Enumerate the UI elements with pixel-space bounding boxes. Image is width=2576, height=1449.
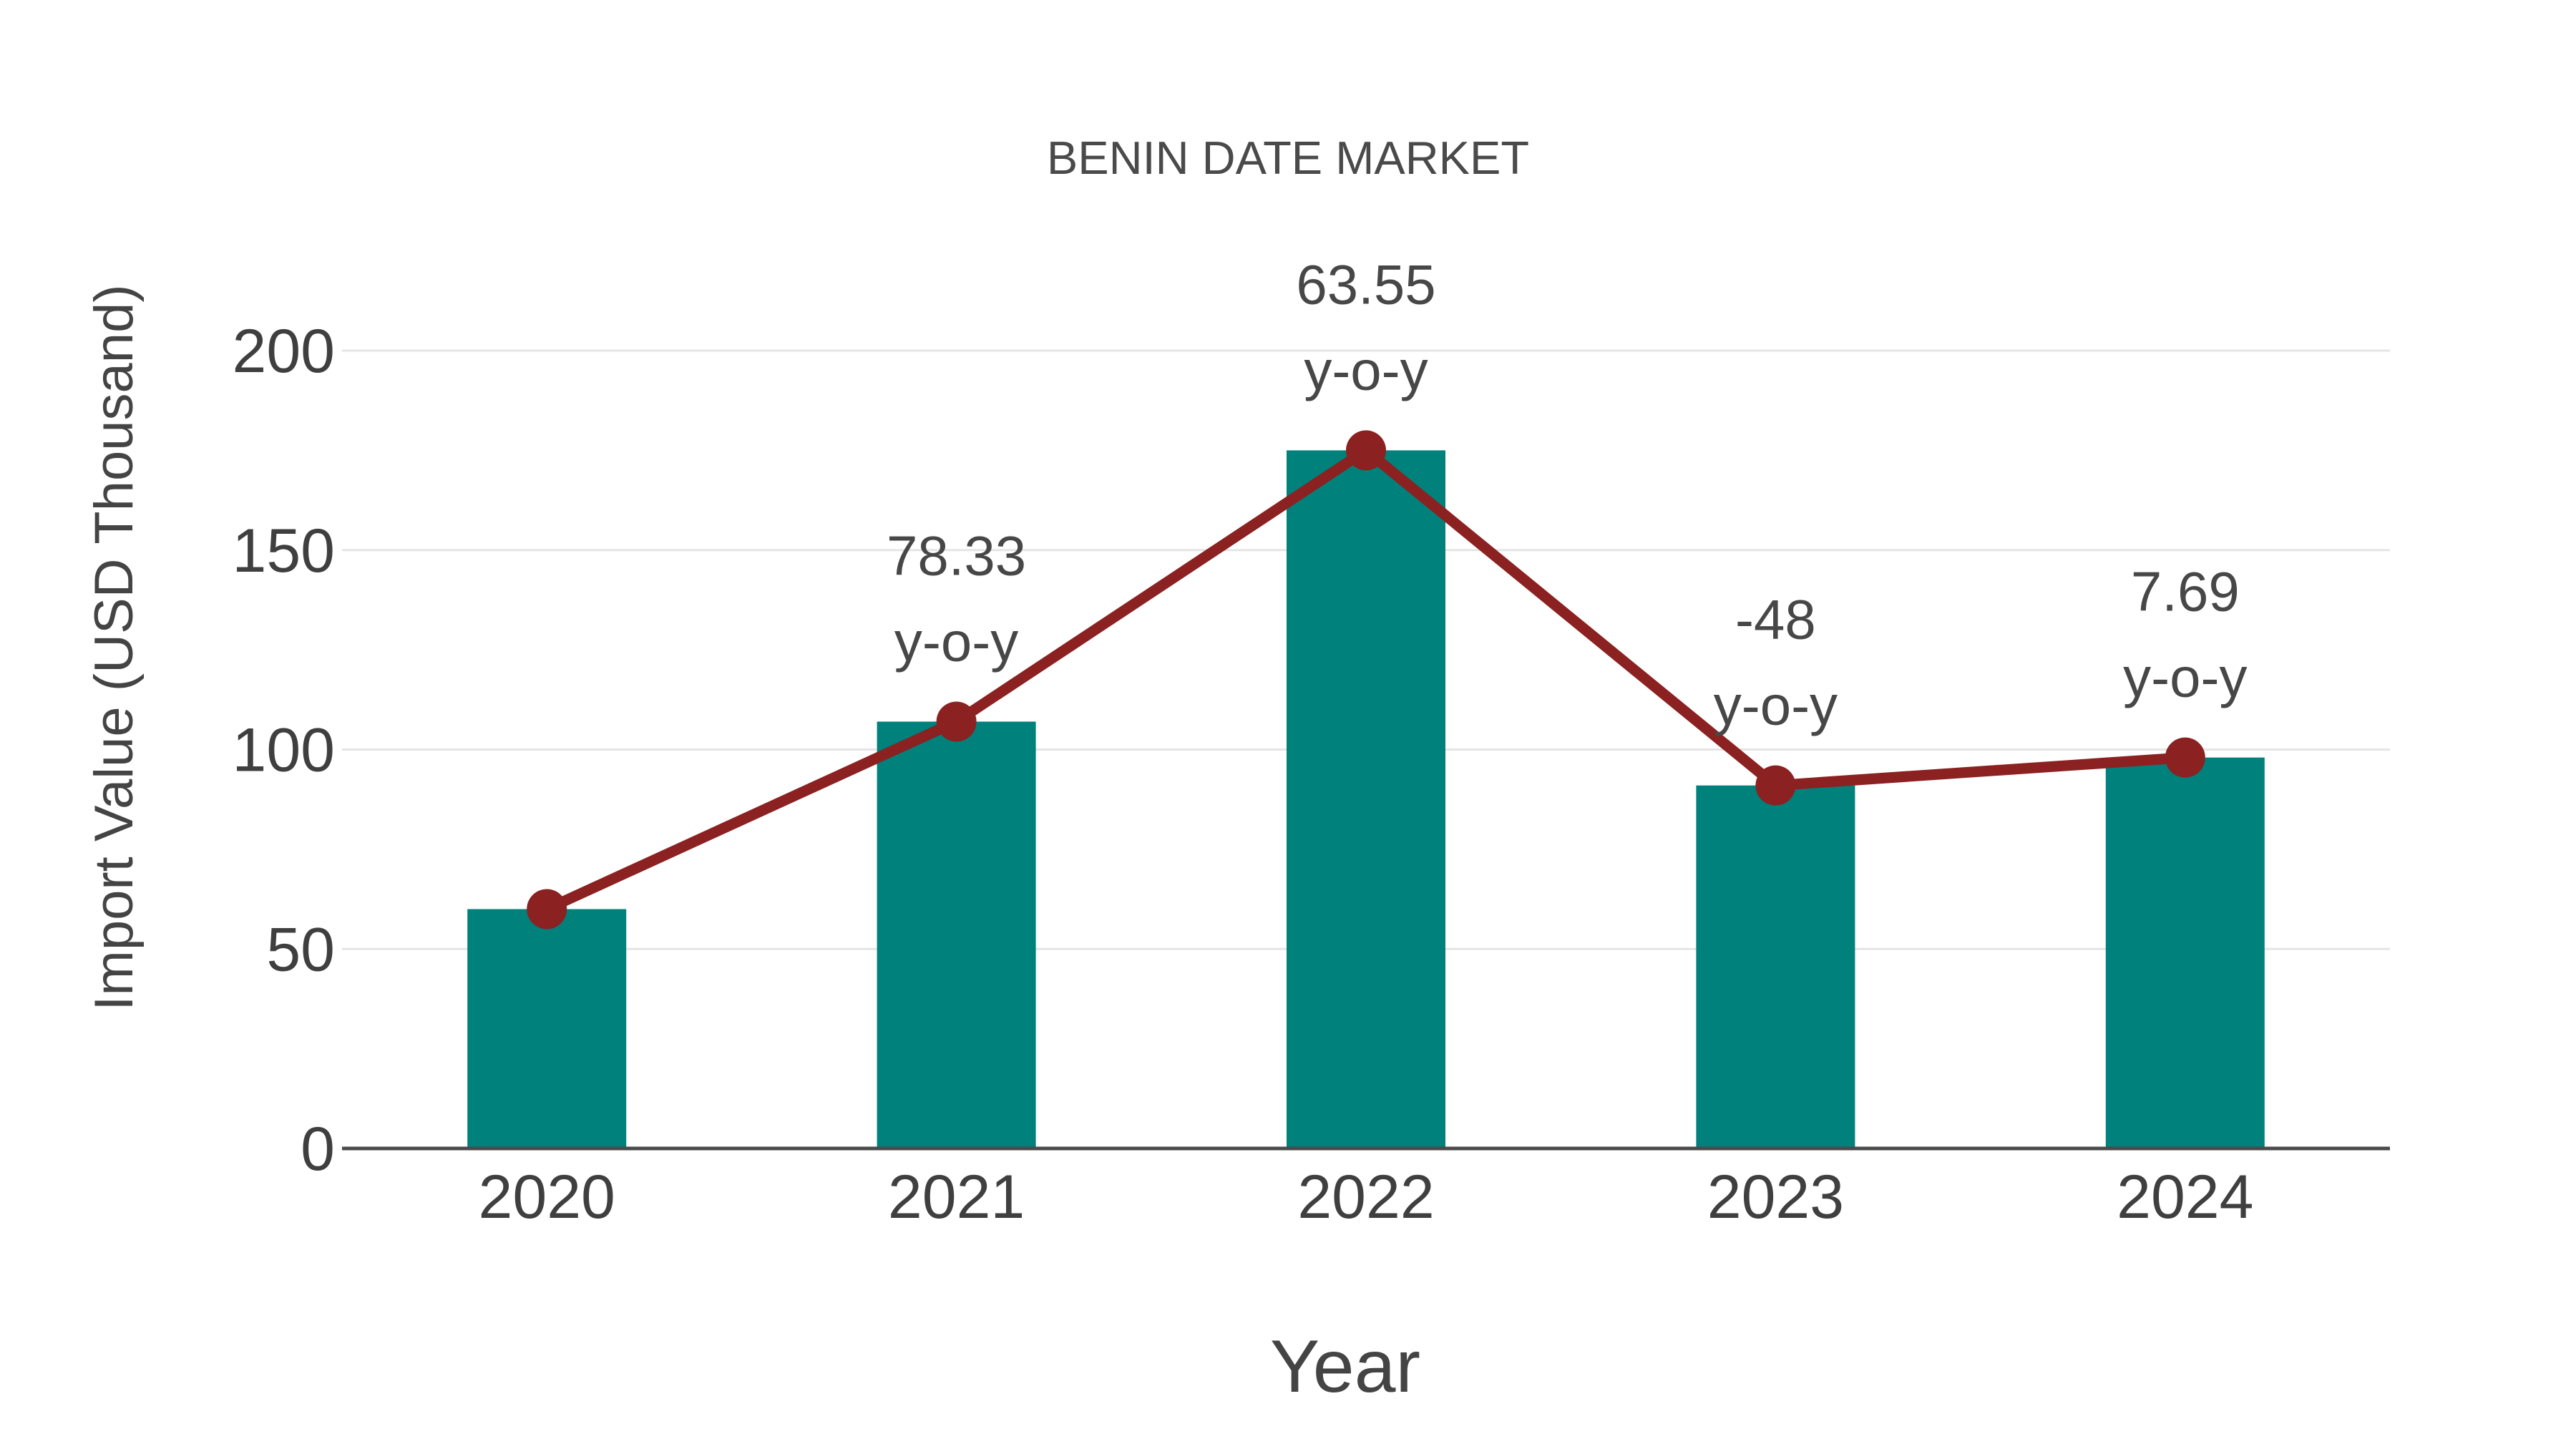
point-2020 [527, 889, 567, 930]
bar-2023 [1696, 785, 1855, 1148]
bar-2024 [2105, 757, 2265, 1148]
annotation-value-2023: -48 [1735, 588, 1816, 651]
point-2024 [2165, 737, 2205, 778]
bar-2020 [467, 909, 627, 1148]
x-axis-tick-labels: 2020 2021 2022 2023 2024 [479, 1163, 2254, 1231]
y-tick-50: 50 [266, 915, 335, 984]
y-axis-title: Import Value (USD Thousand) [84, 284, 145, 1010]
x-tick-2022: 2022 [1297, 1163, 1434, 1231]
x-axis-title: Year [1270, 1325, 1420, 1408]
annotation-value-2022: 63.55 [1296, 253, 1435, 316]
annotation-value-2024: 7.69 [2131, 560, 2240, 623]
yoy-annotations: 78.33 y-o-y 63.55 y-o-y -48 y-o-y 7.69 y-o-y [887, 253, 2247, 736]
chart-title: BENIN DATE MARKET [1047, 132, 1529, 184]
x-tick-2021: 2021 [888, 1163, 1025, 1231]
annotation-yoy-2023: y-o-y [1714, 674, 1838, 737]
point-2022 [1346, 430, 1386, 471]
x-tick-2023: 2023 [1707, 1163, 1844, 1231]
line-series [527, 430, 2205, 930]
y-tick-0: 0 [301, 1115, 335, 1184]
annotation-yoy-2022: y-o-y [1304, 338, 1428, 401]
bar-series [467, 450, 2265, 1148]
bar-2021 [877, 721, 1036, 1148]
x-tick-2024: 2024 [2117, 1163, 2253, 1231]
point-2021 [936, 701, 977, 742]
x-tick-2020: 2020 [479, 1163, 615, 1231]
bar-2022 [1287, 450, 1445, 1148]
annotation-value-2021: 78.33 [887, 524, 1026, 587]
y-tick-100: 100 [233, 716, 336, 785]
y-axis-tick-labels: 0 50 100 150 200 [233, 317, 336, 1184]
y-tick-200: 200 [233, 317, 336, 386]
point-2023 [1755, 765, 1796, 806]
annotation-yoy-2021: y-o-y [894, 610, 1018, 673]
y-tick-150: 150 [233, 517, 336, 585]
annotation-yoy-2024: y-o-y [2123, 646, 2247, 709]
